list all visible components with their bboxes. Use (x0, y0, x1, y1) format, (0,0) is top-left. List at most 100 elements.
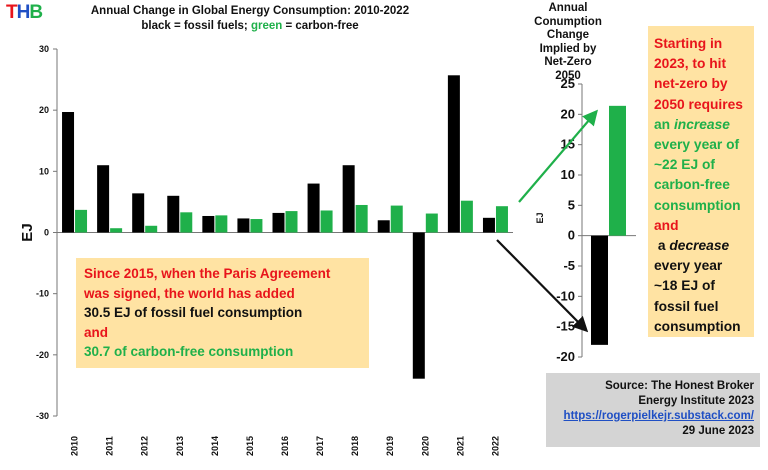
x-tick-label: 2018 (350, 436, 360, 456)
logo-letter-h: H (16, 2, 31, 23)
note-line: a decrease (654, 236, 748, 256)
y-tick-label: 20 (39, 105, 49, 115)
y-tick-label: 0 (44, 228, 49, 238)
source-box: Source: The Honest Broker Energy Institu… (546, 373, 760, 447)
fossil-bar (62, 112, 75, 233)
right-y-tick-label: 20 (561, 106, 575, 121)
right-y-axis-label: EJ (535, 212, 545, 223)
carbon-free-bar (390, 205, 403, 233)
carbon-free-bar (145, 225, 158, 233)
fossil-bar (202, 215, 215, 233)
carbon-free-bar (180, 212, 193, 233)
arrow-to-increase (518, 109, 599, 203)
note-a: a (654, 238, 670, 254)
note-line: every year of (654, 137, 740, 153)
fossil-bar (377, 220, 390, 233)
fossil-bar (482, 217, 495, 233)
right-y-tick-label: -15 (556, 319, 575, 334)
right-y-tick-label: 0 (568, 228, 575, 243)
fossil-bar (132, 193, 145, 233)
right-title-line: Annual (548, 2, 588, 14)
fossil-bar (237, 218, 250, 233)
right-title-line: Implied by (539, 42, 597, 55)
right-title-line: Conumption (534, 15, 602, 28)
note-line: 2050 requires (654, 96, 743, 112)
fossil-bar (272, 212, 285, 233)
x-tick-label: 2020 (420, 436, 430, 456)
carbon-free-bar (215, 215, 228, 233)
y-tick-label: 30 (39, 44, 49, 54)
fossil-bar (342, 165, 355, 233)
right-y-tick-label: -5 (563, 258, 575, 273)
fossil-bar (97, 165, 110, 233)
fossil-bar (412, 232, 425, 379)
y-tick-label: -10 (36, 289, 49, 299)
source-line: Source: The Honest Broker (605, 380, 754, 392)
note-line: an increase (654, 115, 748, 135)
fossil-bar (307, 183, 320, 233)
note-decrease: decrease (669, 238, 730, 254)
note-line: 30.7 of carbon-free consumption (84, 344, 294, 359)
note-line: ~22 EJ of (654, 157, 715, 173)
main-chart-subtitle: black = fossil fuels; green = carbon-fre… (60, 19, 440, 34)
note-line: Since 2015, when the Paris Agreement (84, 266, 331, 281)
right-title-line: 2050 (555, 69, 581, 82)
x-tick-label: 2010 (70, 436, 80, 456)
x-tick-label: 2022 (490, 436, 500, 456)
subtitle-part-green: green (250, 20, 283, 32)
x-tick-label: 2019 (385, 436, 395, 456)
carbon-free-bar (110, 228, 123, 233)
source-link[interactable]: https://rogerpielkejr.substack.com/ (563, 410, 754, 422)
x-tick-label: 2014 (210, 436, 220, 456)
note-line: carbon-free (654, 177, 730, 193)
carbon-free-bar (355, 204, 368, 233)
y-tick-label: -30 (36, 411, 49, 421)
paris-agreement-note: Since 2015, when the Paris Agreement was… (76, 258, 369, 368)
note-line: and (84, 324, 109, 340)
note-line: and (654, 217, 679, 233)
x-tick-label: 2021 (455, 436, 465, 456)
note-an: an (654, 116, 674, 132)
carbon-free-bar (320, 210, 333, 233)
note-line: ~18 EJ of (654, 278, 715, 294)
note-line: Starting in (654, 36, 723, 51)
note-line: was signed, the world has added (84, 285, 295, 301)
source-date: 29 June 2023 (682, 425, 754, 437)
y-axis-label: EJ (19, 223, 36, 241)
net-zero-fossil-bar (591, 235, 608, 345)
y-tick-label: -20 (36, 350, 49, 360)
note-line: 30.5 EJ of fossil fuel consumption (84, 305, 303, 320)
right-y-tick-label: 5 (568, 197, 575, 212)
main-chart-title: Annual Change in Global Energy Consumpti… (60, 4, 440, 34)
right-title-line: Change (546, 29, 590, 41)
note-increase: increase (673, 116, 730, 132)
right-y-tick-label: -20 (556, 349, 575, 364)
x-tick-label: 2015 (245, 436, 255, 456)
note-line: 2023, to hit (654, 56, 727, 72)
x-tick-label: 2017 (315, 436, 325, 456)
right-y-tick-label: 10 (561, 167, 575, 182)
carbon-free-bar (495, 206, 508, 233)
note-line: consumption (654, 318, 741, 334)
right-chart-title: Annual Conumption Change Implied by Net-… (518, 2, 618, 83)
thb-logo: THB (6, 2, 43, 24)
note-line: consumption (654, 197, 741, 213)
carbon-free-bar (285, 211, 298, 233)
net-zero-requirement-note: Starting in 2023, to hit net-zero by 205… (648, 26, 754, 337)
main-chart-title-line1: Annual Change in Global Energy Consumpti… (90, 5, 410, 17)
carbon-free-bar (75, 209, 88, 233)
arrow-to-decrease (496, 239, 589, 333)
note-line: fossil fuel (654, 298, 719, 314)
source-line: Energy Institute 2023 (638, 395, 754, 407)
y-tick-label: 10 (39, 166, 49, 176)
net-zero-carbon-free-bar (609, 105, 626, 236)
x-tick-label: 2012 (140, 436, 150, 456)
carbon-free-bar (425, 213, 438, 233)
note-line: net-zero by (654, 76, 728, 92)
logo-letter-t: T (6, 2, 18, 23)
x-tick-label: 2016 (280, 436, 290, 456)
x-tick-label: 2011 (105, 436, 115, 456)
